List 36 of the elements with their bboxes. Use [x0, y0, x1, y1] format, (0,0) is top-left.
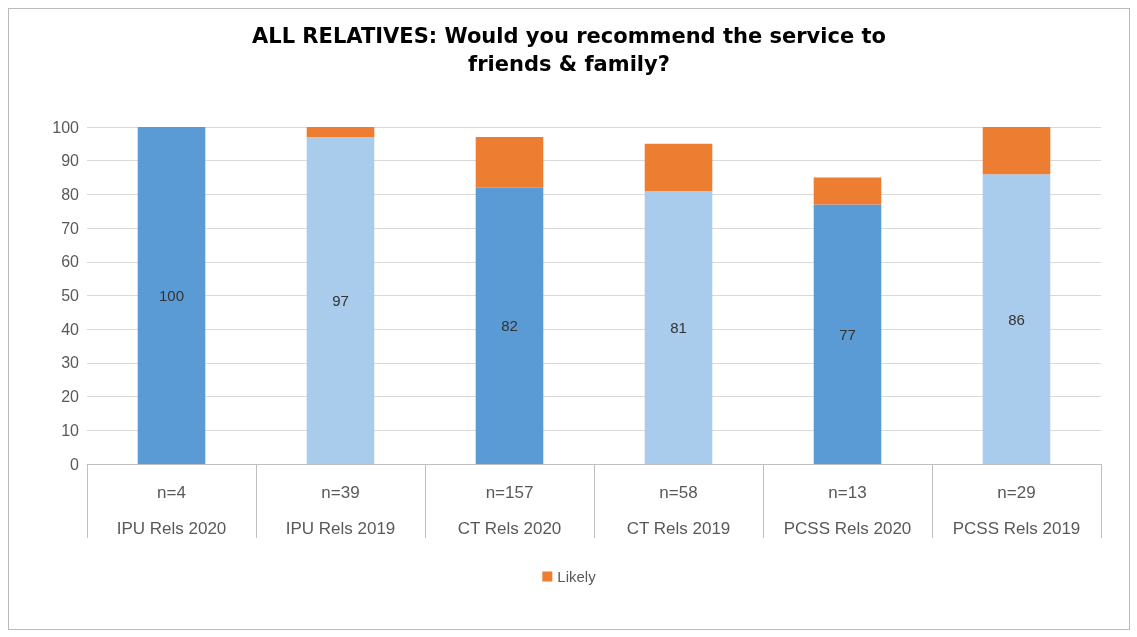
- x-tick-label: n=29 PCSS Rels 2019: [952, 482, 1081, 538]
- data-label: 82: [501, 317, 518, 335]
- bar: [306, 127, 375, 138]
- x-tick-label: n=4 IPU Rels 2020: [116, 482, 227, 538]
- y-tick-label: 20: [61, 388, 80, 406]
- y-tick-label: 40: [61, 320, 80, 338]
- y-tick-label: 10: [61, 421, 80, 439]
- bar: [644, 143, 713, 192]
- y-tick-label: 50: [61, 287, 80, 304]
- data-label: 100: [158, 287, 185, 304]
- data-label: 97: [332, 292, 349, 310]
- y-tick-label: 70: [61, 219, 80, 237]
- y-tick-label: 80: [61, 185, 80, 203]
- bar: [137, 127, 206, 464]
- x-tick-label: n=157 CT Rels 2020: [457, 482, 562, 538]
- y-tick-label: 0: [70, 455, 80, 473]
- y-tick-label: 30: [61, 354, 80, 372]
- x-tick-label: n=58 CT Rels 2019: [626, 482, 731, 538]
- y-tick-label: 100: [52, 118, 80, 136]
- bar: [813, 204, 882, 464]
- bar: [306, 137, 375, 464]
- bar: [475, 137, 544, 188]
- x-tick-label: n=39 IPU Rels 2019: [285, 482, 396, 538]
- data-label: 81: [670, 319, 687, 337]
- y-tick-label: 60: [61, 253, 80, 271]
- bar: [475, 187, 544, 464]
- legend-label: Likely: [557, 568, 597, 585]
- data-label: 77: [839, 325, 856, 343]
- bar: [982, 127, 1051, 175]
- bar: [982, 174, 1051, 464]
- y-tick-label: 90: [61, 152, 80, 170]
- data-label: 86: [1008, 310, 1025, 328]
- chart-title: ALL RELATIVES: Would you recommend the service to friends & family?: [252, 24, 886, 76]
- bar: [644, 191, 713, 464]
- x-tick-label: n=13 PCSS Rels 2020: [783, 482, 912, 538]
- bar: [813, 177, 882, 205]
